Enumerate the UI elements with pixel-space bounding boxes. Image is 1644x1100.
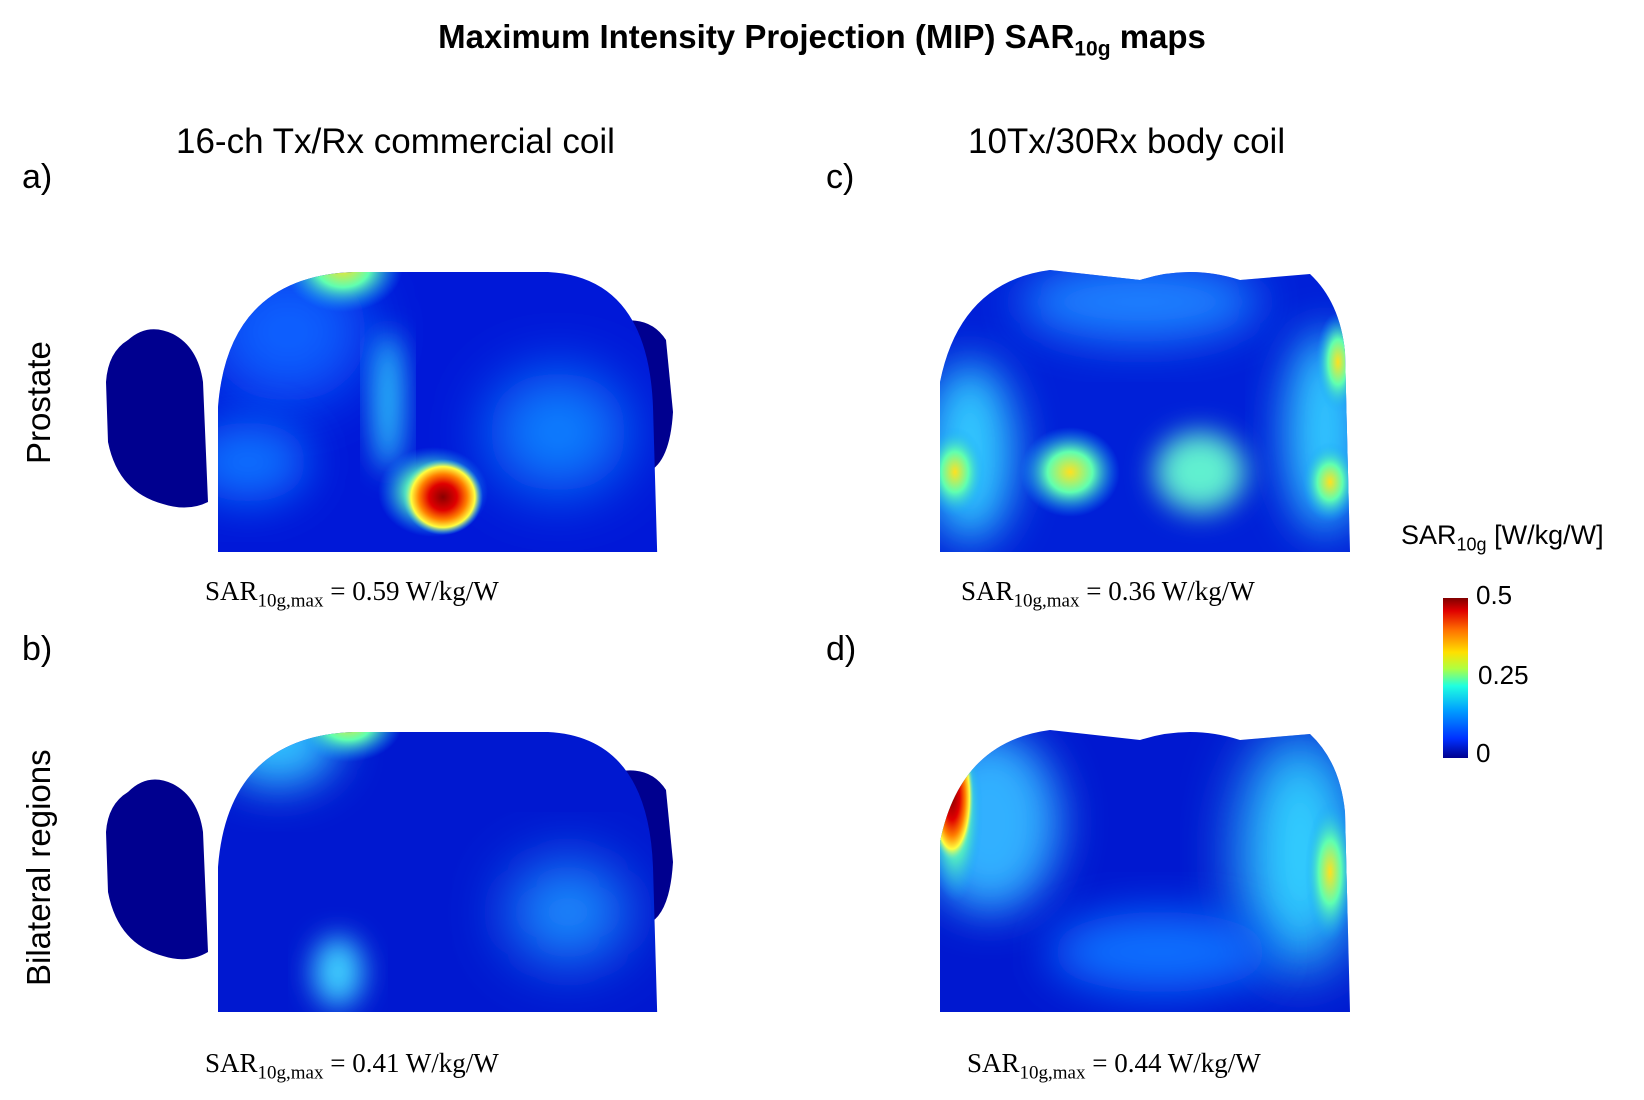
torso-sar-field — [218, 732, 658, 1012]
colorbar-gradient — [1443, 598, 1468, 758]
torso-sar-field — [218, 272, 658, 552]
sar-max-b: SAR10g,max = 0.41 W/kg/W — [205, 1048, 499, 1084]
sar-max-c: SAR10g,max = 0.36 W/kg/W — [961, 576, 1255, 612]
colorbar-tick-mid: 0.25 — [1478, 660, 1529, 690]
row-label-prostate: Prostate — [20, 341, 57, 464]
panel-c-sar-map — [860, 192, 1460, 552]
row-label-bilateral: Bilateral regions — [20, 749, 57, 986]
panel-b-sar-map — [88, 652, 688, 1012]
panel-label-a: a) — [22, 158, 53, 196]
left-arm — [106, 779, 208, 960]
column-header-body-coil: 10Tx/30Rx body coil — [968, 122, 1286, 161]
colorbar-tick-max: 0.5 — [1476, 580, 1513, 610]
sar-max-a: SAR10g,max = 0.59 W/kg/W — [205, 576, 499, 612]
torso-sar-field — [940, 270, 1350, 552]
torso-sar-field — [940, 730, 1350, 1012]
panel-label-d: d) — [826, 630, 857, 668]
sar-max-d: SAR10g,max = 0.44 W/kg/W — [967, 1048, 1261, 1084]
panel-label-c: c) — [826, 158, 855, 196]
column-header-commercial-coil: 16-ch Tx/Rx commercial coil — [176, 122, 615, 161]
panel-a-sar-map — [88, 192, 688, 552]
panel-d-sar-map — [860, 652, 1460, 1012]
colorbar-title: SAR10g [W/kg/W] — [1401, 520, 1604, 555]
left-arm — [106, 329, 208, 508]
figure-title: Maximum Intensity Projection (MIP) SAR10… — [438, 18, 1206, 61]
colorbar-tick-min: 0 — [1476, 738, 1491, 768]
panel-label-b: b) — [22, 630, 53, 668]
